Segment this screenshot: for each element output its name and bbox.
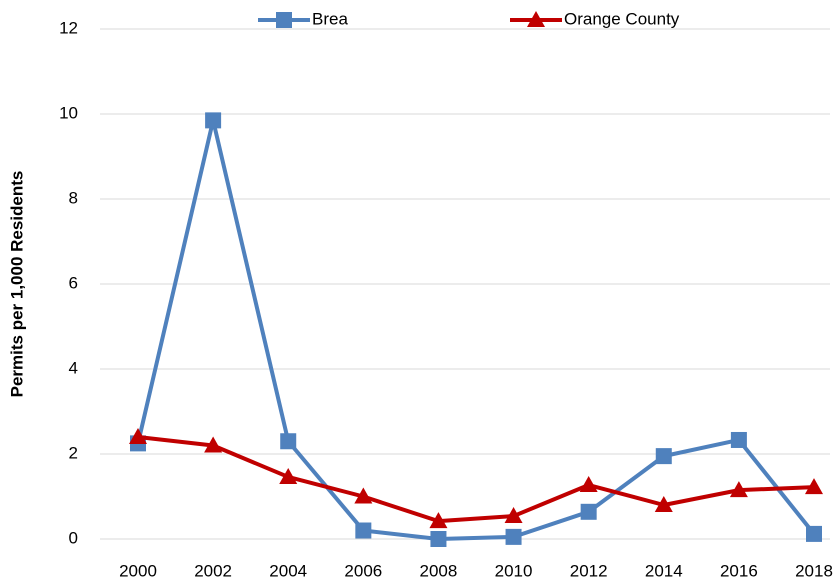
- x-tick-label: 2012: [570, 561, 608, 580]
- marker: [580, 503, 597, 520]
- marker: [204, 436, 223, 453]
- y-tick-label: 0: [69, 528, 78, 547]
- marker: [279, 467, 298, 484]
- x-tick-label: 2018: [795, 561, 833, 580]
- legend-label: Orange County: [564, 9, 680, 28]
- marker: [579, 476, 598, 493]
- legend-label: Brea: [312, 9, 348, 28]
- y-tick-label: 10: [59, 103, 78, 122]
- marker: [280, 433, 297, 450]
- y-axis-label: Permits per 1,000 Residents: [7, 171, 26, 398]
- marker: [730, 431, 747, 448]
- marker: [505, 528, 522, 545]
- x-tick-label: 2016: [720, 561, 758, 580]
- x-tick-label: 2004: [269, 561, 307, 580]
- x-tick-label: 2006: [344, 561, 382, 580]
- marker: [504, 507, 523, 524]
- y-tick-label: 6: [69, 273, 78, 292]
- y-tick-label: 8: [69, 188, 78, 207]
- series-line: [137, 435, 815, 524]
- y-tick-label: 4: [69, 358, 78, 377]
- x-tick-label: 2008: [420, 561, 458, 580]
- y-tick-label: 12: [59, 18, 78, 37]
- marker: [527, 11, 545, 27]
- marker: [729, 481, 748, 498]
- x-tick-label: 2014: [645, 561, 683, 580]
- marker: [806, 525, 822, 542]
- marker: [276, 12, 292, 28]
- marker: [354, 487, 373, 504]
- y-tick-label: 2: [69, 443, 78, 462]
- marker: [655, 448, 672, 465]
- marker: [805, 478, 823, 495]
- series-line: [136, 118, 816, 541]
- x-tick-label: 2010: [495, 561, 533, 580]
- x-tick-label: 2002: [194, 561, 232, 580]
- x-tick-label: 2000: [119, 561, 157, 580]
- marker: [430, 531, 447, 547]
- marker: [429, 512, 448, 529]
- marker: [654, 496, 673, 512]
- marker: [355, 522, 372, 539]
- marker: [129, 428, 147, 444]
- marker: [205, 112, 222, 129]
